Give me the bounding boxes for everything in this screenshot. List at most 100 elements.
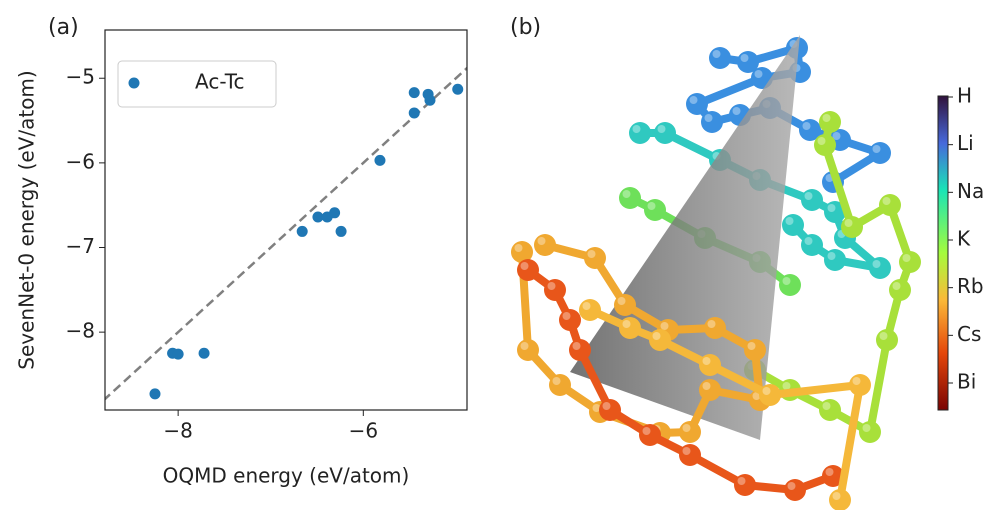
colorbar-label: Li — [957, 131, 974, 155]
x-tick-label: −6 — [349, 419, 378, 443]
point — [149, 388, 160, 399]
point — [409, 107, 420, 118]
atom — [779, 274, 801, 296]
colorbar-label: Bi — [957, 370, 976, 394]
atom — [599, 399, 621, 421]
atom-highlight — [521, 342, 529, 350]
atom — [819, 399, 841, 421]
atom-highlight — [573, 342, 581, 350]
atom-highlight — [658, 125, 666, 133]
atom — [569, 339, 591, 361]
point — [336, 226, 347, 237]
atom-highlight — [623, 320, 631, 328]
atom-highlight — [661, 322, 669, 330]
bond — [870, 340, 887, 432]
atom — [644, 199, 666, 221]
atom-highlight — [755, 70, 763, 78]
atom-highlight — [763, 387, 771, 395]
y-tick-label: −7 — [66, 234, 95, 258]
atom — [699, 354, 721, 376]
atom — [849, 374, 871, 396]
atom-highlight — [845, 219, 853, 227]
atom-highlight — [741, 54, 749, 62]
colorbar-label: K — [957, 227, 971, 251]
atom-highlight — [803, 122, 811, 130]
atom — [679, 421, 701, 443]
atom-highlight — [515, 244, 523, 252]
atom — [654, 122, 676, 144]
atom — [619, 317, 641, 339]
atom — [824, 249, 846, 271]
legend-marker — [129, 78, 140, 89]
atom — [614, 294, 636, 316]
legend-label: Ac-Tc — [195, 70, 245, 94]
atom-highlight — [823, 114, 831, 122]
atom — [829, 489, 851, 510]
y-tick-label: −8 — [66, 319, 95, 343]
atom — [709, 47, 731, 69]
atom — [859, 421, 881, 443]
point — [409, 87, 420, 98]
atom — [544, 279, 566, 301]
atom — [899, 251, 921, 273]
atom-highlight — [538, 237, 546, 245]
x-tick-label: −8 — [163, 419, 192, 443]
y-tick-label: −6 — [66, 149, 95, 173]
atom-highlight — [553, 377, 561, 385]
atom-highlight — [588, 250, 596, 258]
atom — [704, 317, 726, 339]
atom — [701, 111, 723, 133]
atom — [579, 299, 601, 321]
point — [329, 207, 340, 218]
atom-highlight — [805, 192, 813, 200]
atom — [869, 257, 891, 279]
y-tick-label: −5 — [66, 65, 95, 89]
x-axis-label: OQMD energy (eV/atom) — [163, 464, 410, 488]
atom — [649, 329, 671, 351]
atom-highlight — [713, 50, 721, 58]
atom — [629, 122, 651, 144]
atom-highlight — [748, 342, 756, 350]
atom-highlight — [788, 482, 796, 490]
atom-highlight — [708, 320, 716, 328]
atom — [584, 247, 606, 269]
atom-highlight — [903, 254, 911, 262]
atom-highlight — [853, 377, 861, 385]
cone — [570, 35, 800, 440]
atom — [782, 214, 804, 236]
figure: (a) (b) OQMD energy (eV/atom) SevenNet-0… — [0, 0, 1005, 510]
atom-highlight — [683, 424, 691, 432]
colorbar-label: Rb — [957, 274, 984, 298]
atom-highlight — [563, 312, 571, 320]
point — [199, 348, 210, 359]
structure-render — [511, 35, 921, 510]
atom — [759, 384, 781, 406]
atom — [619, 187, 641, 209]
atom-highlight — [603, 402, 611, 410]
atom-highlight — [648, 202, 656, 210]
atom — [639, 424, 661, 446]
panel-label: (b) — [510, 15, 541, 40]
atom-highlight — [893, 282, 901, 290]
colorbar-label: Cs — [957, 322, 981, 346]
atom-highlight — [783, 277, 791, 285]
atom-highlight — [863, 424, 871, 432]
atom-highlight — [623, 190, 631, 198]
atom-highlight — [828, 204, 836, 212]
atom-highlight — [783, 382, 791, 390]
atom — [534, 234, 556, 256]
atom — [801, 189, 823, 211]
atom — [841, 216, 863, 238]
atom-highlight — [826, 468, 834, 476]
atom-highlight — [733, 107, 741, 115]
panel-label: (a) — [48, 15, 79, 40]
colorbar-label: H — [957, 84, 972, 108]
atom — [517, 259, 539, 281]
atom-highlight — [548, 282, 556, 290]
atom — [744, 339, 766, 361]
colorbar-label: Na — [957, 179, 984, 203]
atom-highlight — [873, 145, 881, 153]
atom — [814, 134, 836, 156]
atom — [734, 474, 756, 496]
atom-highlight — [823, 402, 831, 410]
